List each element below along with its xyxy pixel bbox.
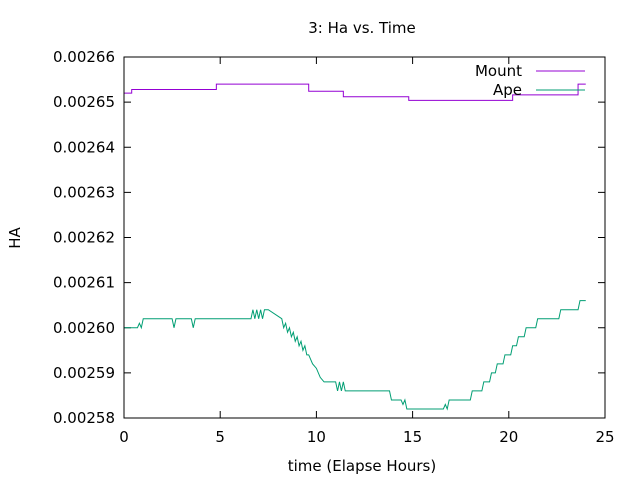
plot-area: [124, 83, 586, 411]
y-tick-label: 0.00264: [53, 138, 115, 156]
x-tick-label: 10: [307, 428, 326, 446]
y-tick-label: 0.00258: [53, 409, 115, 427]
x-tick-label: 15: [403, 428, 422, 446]
y-tick-label: 0.00265: [53, 93, 115, 111]
y-tick-label: 0.00266: [53, 48, 115, 66]
y-axis: 0.00258 0.00259 0.00260 0.00261 0.00262 0.002…: [53, 48, 605, 427]
x-tick-label: 5: [215, 428, 225, 446]
x-tick-label: 20: [499, 428, 518, 446]
series-line-ape: [124, 300, 586, 411]
y-tick-label: 0.00263: [53, 183, 115, 201]
y-tick-label: 0.00259: [53, 364, 115, 382]
x-axis: 0 5 10 15 20 25: [119, 57, 615, 446]
y-axis-label: HA: [6, 226, 24, 248]
chart-title: 3: Ha vs. Time: [308, 19, 416, 37]
legend-label-mount: Mount: [475, 62, 522, 80]
y-tick-label: 0.00260: [53, 319, 115, 337]
series-line-mount: [124, 83, 586, 101]
x-tick-label: 0: [119, 428, 129, 446]
y-tick-label: 0.00262: [53, 229, 115, 247]
plot-border: [123, 56, 606, 419]
legend-label-ape: Ape: [493, 81, 522, 99]
y-tick-label: 0.00261: [53, 274, 115, 292]
x-axis-label: time (Elapse Hours): [288, 457, 436, 475]
x-tick-label: 25: [595, 428, 614, 446]
